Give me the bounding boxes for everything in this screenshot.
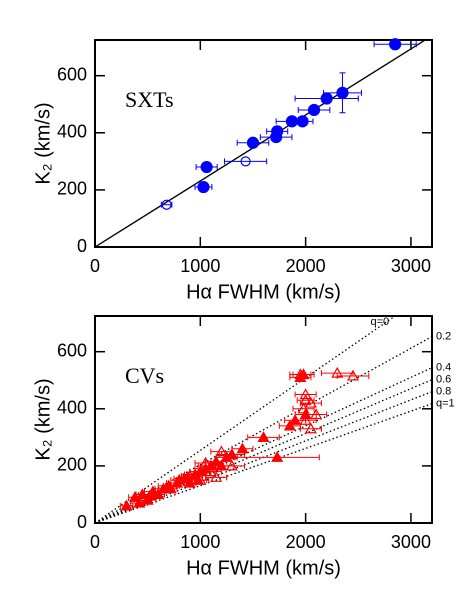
point [161, 199, 172, 210]
y-axis-label: K₂ (km/s) [32, 378, 54, 460]
x-error-bar [191, 477, 210, 484]
x-tick-label: 2000 [286, 532, 326, 552]
y-tick-label: 0 [77, 236, 87, 256]
point [257, 431, 270, 442]
point [299, 413, 312, 425]
point [194, 473, 207, 485]
point [389, 38, 402, 51]
x-tick-label: 3000 [391, 532, 431, 552]
x-error-bar [199, 468, 222, 475]
point [283, 419, 296, 431]
x-axis-label: Hα FWHM (km/s) [186, 557, 341, 579]
point [336, 86, 349, 99]
point [270, 130, 283, 144]
x-error-bar [336, 372, 370, 379]
annotation: CVs [125, 363, 164, 388]
point [120, 499, 133, 511]
point [236, 442, 249, 454]
reference-line [95, 316, 396, 523]
point [183, 469, 196, 481]
line-label: 0.2 [436, 330, 451, 342]
point [294, 368, 307, 380]
x-tick-label: 0 [90, 532, 100, 552]
y-tick-label: 600 [57, 340, 87, 360]
point [225, 459, 238, 471]
point [128, 491, 142, 502]
y-axis-label: K₂ (km/s) [32, 102, 54, 184]
x-tick-label: 2000 [286, 256, 326, 276]
point [297, 402, 310, 414]
x-error-bar [299, 400, 322, 407]
reference-line [95, 40, 427, 247]
point [152, 488, 165, 500]
y-tick-label: 200 [57, 179, 87, 199]
plot-frame [94, 315, 433, 524]
x-tick-label: 1000 [180, 532, 220, 552]
x-tick-label: 0 [90, 256, 100, 276]
plot-frame [94, 39, 433, 248]
y-tick-label: 600 [57, 64, 87, 84]
point [164, 482, 177, 494]
point [271, 451, 284, 462]
line-label: q=0 [370, 316, 389, 328]
point [215, 445, 228, 457]
line-label: 0.6 [436, 374, 451, 386]
lines [95, 40, 427, 247]
x-error-bar [210, 448, 233, 455]
point [299, 388, 312, 400]
panel: 0 1000 2000 3000 0 200 400 600 Hα FWHM (km/s) K₂ … [32, 38, 433, 303]
panel: 0 1000 2000 3000 0 200 400 600 Hα FWHM (km/s) K₂ … [32, 315, 455, 579]
point [197, 180, 210, 194]
line-label: q=1 [436, 398, 455, 410]
x-error-bar [289, 371, 312, 378]
line-label: 0.8 [436, 386, 451, 398]
reference-line [95, 367, 432, 523]
point [299, 393, 312, 405]
point [246, 136, 260, 149]
x-error-bar [294, 417, 317, 424]
y-tick-label: 0 [77, 512, 87, 532]
line-label: 0.4 [436, 362, 451, 374]
x-error-bar [224, 158, 268, 165]
x-error-bar [194, 460, 217, 467]
y-tick-label: 200 [57, 455, 87, 475]
point [307, 103, 321, 117]
x-axis-label: Hα FWHM (km/s) [186, 281, 341, 303]
point [240, 156, 251, 167]
point [199, 456, 212, 468]
x-error-bar [160, 201, 173, 208]
x-tick-label: 1000 [180, 256, 220, 276]
point [304, 422, 317, 434]
x-tick-label: 3000 [391, 256, 431, 276]
point [285, 115, 299, 128]
point [320, 92, 333, 105]
y-tick-label: 400 [57, 122, 87, 142]
point [304, 396, 317, 408]
x-error-bar [218, 462, 246, 469]
annotation: SXTs [125, 87, 174, 112]
y-tick-label: 400 [57, 398, 87, 418]
point [200, 160, 213, 174]
x-error-bar [299, 425, 322, 432]
point [204, 465, 217, 477]
point [210, 471, 223, 482]
point [346, 369, 360, 381]
reference-line [95, 403, 432, 523]
